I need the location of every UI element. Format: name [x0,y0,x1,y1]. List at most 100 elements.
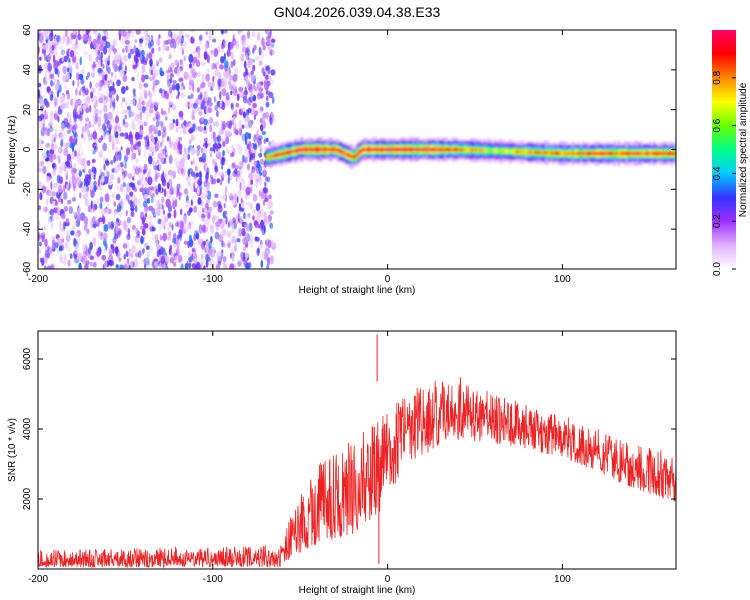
heatmap-cell [47,218,51,224]
heatmap-cell [242,256,245,262]
heatmap-cell [46,265,52,269]
heatmap-cell [232,89,238,96]
heatmap-cell [198,126,204,133]
heatmap-cell [146,251,150,258]
heatmap-cell [126,183,131,193]
heatmap-cell [275,153,279,157]
heatmap-cell [145,212,148,218]
heatmap-cell [265,155,268,160]
heatmap-cell [123,263,128,269]
heatmap-cell [57,115,60,123]
heatmap-cell [60,232,64,240]
heatmap-cell [642,151,646,156]
heatmap-cell [168,154,173,164]
heatmap-cell [172,119,176,124]
heatmap-cell [263,169,267,175]
heatmap-cell [458,147,461,152]
heatmap-cell [164,216,169,223]
heatmap-cell [208,101,213,107]
heatmap-cell [224,210,227,215]
heatmap-cell [210,63,214,71]
heatmap-cell [148,107,154,114]
heatmap-cell [231,143,234,152]
heatmap-cell [130,211,135,218]
heatmap-cell [260,124,264,132]
heatmap-cell [94,30,98,36]
heatmap-cell [193,233,197,241]
heatmap-cell [264,30,269,35]
heatmap-cell [129,48,135,55]
heatmap-cell [135,204,138,213]
heatmap-cell [186,74,192,80]
heatmap-cell [183,240,188,245]
heatmap-cell [546,151,549,155]
heatmap-cell [127,258,130,264]
colorbar-tick-label: 0.8 [712,70,723,84]
heatmap-cell [160,120,163,127]
heatmap-cell [222,149,225,157]
heatmap-cell [225,30,228,37]
heatmap-cell [172,170,177,179]
heatmap-cell [115,137,120,144]
heatmap-cell [148,146,153,153]
heatmap-cell [156,250,160,258]
heatmap-cell [38,220,41,229]
heatmap-cell [263,187,269,194]
heatmap-cell [600,151,604,156]
heatmap-cell [38,120,43,129]
heatmap-cell [156,140,161,146]
heatmap-cell [155,172,160,179]
y-tick-label: 0 [22,146,33,152]
heatmap-cell [540,151,543,155]
heatmap-cell [556,151,560,155]
heatmap-cell [237,30,243,33]
heatmap-cell [451,147,455,152]
heatmap-cell [123,254,126,260]
heatmap-cell [255,212,261,222]
heatmap-cell [422,147,425,152]
heatmap-cell [93,184,97,193]
heatmap-cell [258,46,262,56]
heatmap-cell [193,242,197,248]
heatmap-cell [50,220,54,230]
heatmap-cell [212,38,217,43]
heatmap-cell [168,235,172,241]
heatmap-cell [657,151,660,156]
heatmap-cell [236,238,241,243]
heatmap-cell [56,155,61,161]
heatmap-cell [168,53,172,60]
heatmap-cell [80,104,83,113]
heatmap-cell [191,253,194,260]
heatmap-cell [66,129,71,135]
heatmap-cell [180,157,185,165]
heatmap-cell [164,145,167,151]
heatmap-cell [72,56,76,63]
heatmap-cell [128,182,134,188]
heatmap-cell [247,107,252,114]
heatmap-cell [82,34,88,42]
colorbar: 0.0 0.2 0.4 0.6 0.8 Normalized spectral ampl… [712,30,749,276]
heatmap-cell [109,102,112,110]
heatmap-cell [68,62,71,67]
heatmap-cell [62,260,67,266]
heatmap-cell [254,56,260,61]
heatmap-cell [116,231,121,238]
heatmap-cell [232,198,237,206]
heatmap-cell [84,50,88,57]
heatmap-cell [102,64,105,69]
heatmap-cell [644,151,648,156]
heatmap-cell [174,254,179,264]
heatmap-cell [272,50,275,55]
heatmap-cell [139,145,142,154]
heatmap-cell [165,112,168,118]
heatmap-cell [156,200,161,208]
heatmap-cell [531,150,535,155]
heatmap-cell [502,149,505,154]
heatmap-cell [261,37,265,46]
heatmap-cell [426,148,430,152]
spectrogram-y-label: Frequency (Hz) [7,116,18,185]
heatmap-cell [43,80,48,86]
heatmap-cell [188,262,192,269]
heatmap-cell [99,79,105,87]
heatmap-cell [136,233,141,239]
